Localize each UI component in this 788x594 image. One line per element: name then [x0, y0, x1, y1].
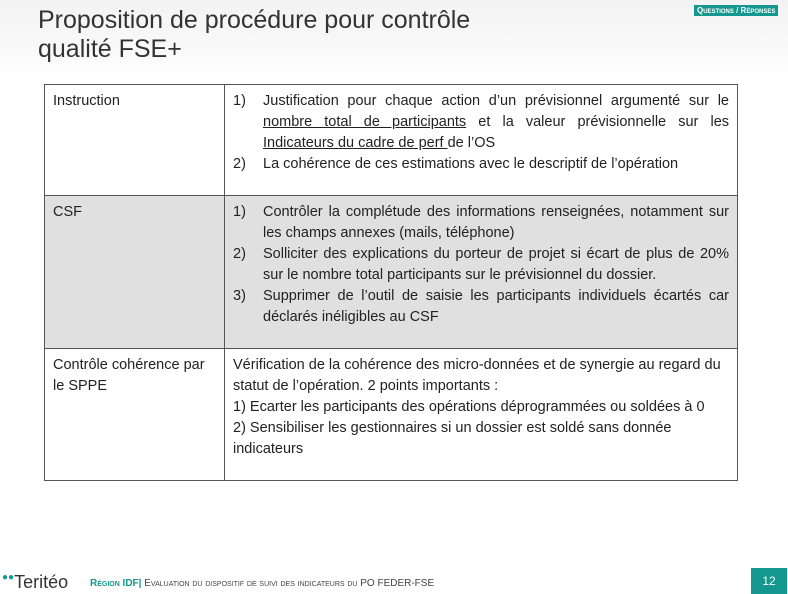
row-label: Contrôle cohérence par le SPPE [44, 348, 225, 481]
procedure-table: Instruction 1) Justification pour chaque … [44, 84, 738, 481]
table-row: Contrôle cohérence par le SPPE Vérificat… [44, 348, 738, 481]
title-line-1: Proposition de procédure pour contrôle [38, 6, 471, 34]
item-number: 1) [233, 93, 246, 109]
footer-text: Région IDF| Evaluation du dispositif de … [90, 578, 434, 589]
item-number: 2) [233, 246, 246, 262]
list-item: 1) Contrôler la complétude des informatio… [233, 202, 729, 244]
item-number: 2) [233, 156, 246, 172]
text: de l’OS [447, 135, 496, 151]
row-content: 1) Justification pour chaque action d’un … [224, 84, 738, 196]
list-item: 2) Solliciter des explications du porteur… [233, 244, 729, 286]
page-number: 12 [751, 568, 787, 594]
list-item: 3) Supprimer de l’outil de saisie les par… [233, 286, 729, 328]
item-number: 1) [233, 204, 246, 220]
item-text: La cohérence de ces estimations avec le … [263, 156, 679, 172]
text: et la valeur prévisionnelle sur les [466, 114, 730, 130]
text: Justification pour chaque action d’un pr… [263, 93, 729, 109]
item-text: Solliciter des explications du porteur d… [263, 246, 729, 283]
paragraph: 2) Sensibiliser les gestionnaires si un … [233, 420, 672, 457]
questions-reponses-badge[interactable]: Questions / Réponses [694, 5, 779, 16]
teriteo-logo: ●●Teritéo [2, 572, 69, 592]
item-text: Contrôler la complétude des informations… [263, 204, 729, 241]
header-background [0, 0, 788, 80]
footer-description: Evaluation du dispositif de suivi des in… [141, 578, 435, 589]
underlined-text: Indicateurs du cadre de perf [263, 135, 448, 151]
list-item: 2) La cohérence de ces estimations avec l… [233, 154, 729, 175]
table-row: CSF 1) Contrôler la complétude des inform… [44, 195, 738, 349]
paragraph: 1) Ecarter les participants des opératio… [233, 399, 705, 415]
row-content: 1) Contrôler la complétude des informatio… [224, 195, 738, 349]
logo-text: Teritéo [14, 572, 69, 592]
item-number: 3) [233, 288, 246, 304]
row-label: Instruction [44, 84, 225, 196]
item-text: Supprimer de l’outil de saisie les parti… [263, 288, 729, 325]
footer-region: Région IDF [90, 578, 139, 589]
list-item: 1) Justification pour chaque action d’un … [233, 91, 729, 154]
underlined-text: nombre total de participants [263, 114, 467, 130]
row-label: CSF [44, 195, 225, 349]
table-row: Instruction 1) Justification pour chaque … [44, 84, 738, 196]
paragraph: Vérification de la cohérence des micro-d… [233, 357, 721, 394]
row-content: Vérification de la cohérence des micro-d… [224, 348, 738, 481]
title-line-2: qualité FSE+ [38, 35, 182, 63]
footer-separator: | [138, 578, 142, 589]
page-title: Proposition de procédure pour contrôle qu… [38, 6, 470, 64]
